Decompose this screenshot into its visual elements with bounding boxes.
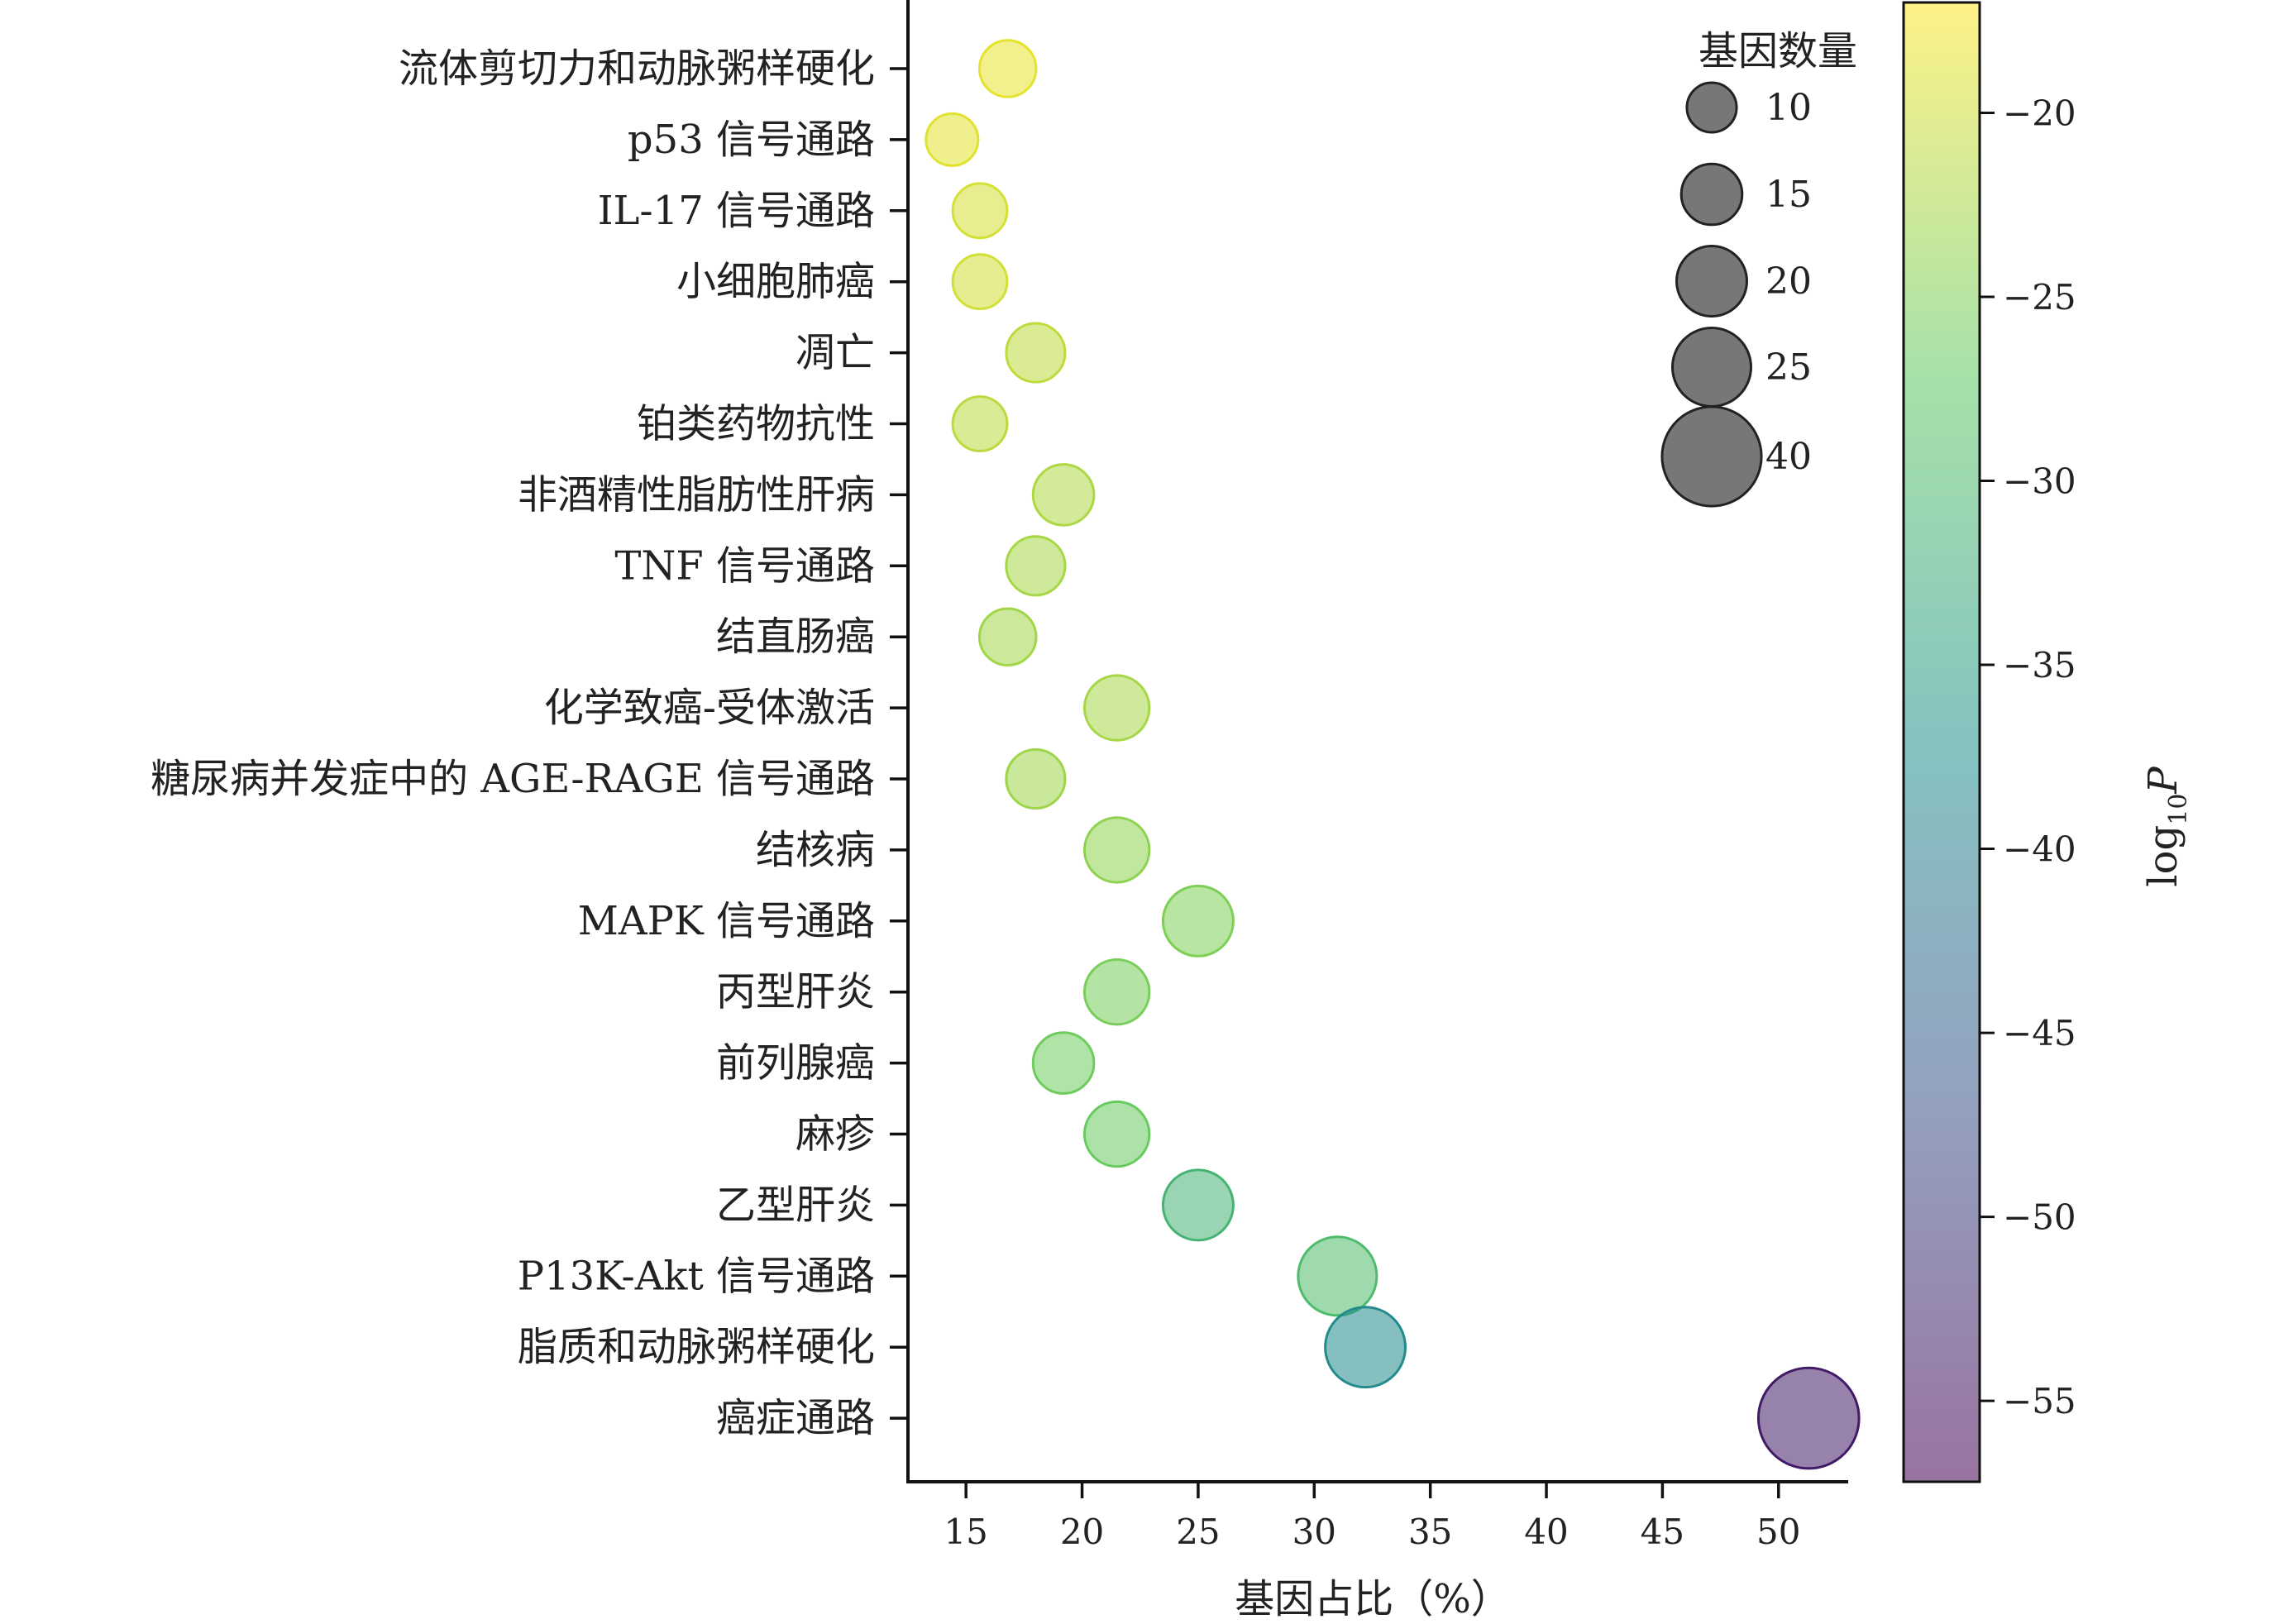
size-legend-marker xyxy=(1679,162,1744,227)
size-legend-label: 40 xyxy=(1765,436,1812,478)
y-tick-label: p53 信号通路 xyxy=(628,117,875,163)
bubble-point xyxy=(1031,1031,1096,1095)
y-tick-label: 麻疹 xyxy=(796,1111,875,1158)
x-tick-label: 45 xyxy=(1641,1512,1684,1552)
x-tick-label: 25 xyxy=(1176,1512,1220,1552)
y-tick-label: 脂质和动脉粥样硬化 xyxy=(518,1324,875,1370)
y-tick-label: P13K-Akt 信号通路 xyxy=(518,1253,875,1299)
y-tick-label: 糖尿病并发症中的 AGE-RAGE 信号通路 xyxy=(150,756,875,802)
size-legend-label: 15 xyxy=(1765,174,1812,216)
x-tick-label: 30 xyxy=(1292,1512,1336,1552)
colorbar-tick-label: −40 xyxy=(2003,829,2076,870)
colorbar-tick-label: −25 xyxy=(2003,277,2076,318)
bubble-point xyxy=(1082,674,1151,742)
y-tick-label: 铂类药物抗性 xyxy=(637,401,875,447)
bubble-point xyxy=(1005,535,1067,597)
colorbar-tick-label: −20 xyxy=(2003,93,2076,134)
colorbar-tick-label: −50 xyxy=(2003,1197,2076,1238)
data-points xyxy=(924,39,1861,1470)
x-tick-label: 35 xyxy=(1408,1512,1452,1552)
colorbar-title: log10P xyxy=(2140,767,2193,887)
y-tick-label: 结直肠癌 xyxy=(716,614,875,660)
y-tick-label: MAPK 信号通路 xyxy=(578,898,875,944)
y-tick-label: 前列腺癌 xyxy=(716,1040,875,1087)
size-legend-marker xyxy=(1675,245,1748,318)
y-tick-label: 非酒精性脂肪性肝病 xyxy=(518,471,875,518)
y-tick-label: IL-17 信号通路 xyxy=(598,188,875,234)
bubble-point xyxy=(1082,958,1151,1026)
y-tick-label: 丙型肝炎 xyxy=(716,969,875,1015)
bubble-point xyxy=(1082,816,1151,884)
bubble-point xyxy=(1005,748,1067,810)
y-tick-label: 化学致癌-受体激活 xyxy=(544,685,875,731)
size-legend-label: 10 xyxy=(1765,87,1812,129)
bubble-point xyxy=(1082,1100,1151,1168)
x-tick-label: 20 xyxy=(1060,1512,1104,1552)
bubble-point xyxy=(1756,1366,1861,1470)
colorbar-tick-label: −35 xyxy=(2003,645,2076,685)
colorbar: −20 −25 −30 −35 −40 −45 −50 −55 log10P xyxy=(1902,1,2193,1483)
y-tick-label: 癌症通路 xyxy=(716,1395,875,1441)
size-legend: 基因数量 10 15 20 25 40 xyxy=(1660,28,1857,508)
y-tick-label: 小细胞肺癌 xyxy=(676,259,875,305)
y-tick-label: 结核病 xyxy=(756,827,875,873)
y-tick-label: 乙型肝炎 xyxy=(716,1182,875,1228)
colorbar-tick-label: −30 xyxy=(2003,461,2076,502)
size-legend-label: 20 xyxy=(1765,260,1812,303)
x-tick-label: 40 xyxy=(1524,1512,1568,1552)
size-legend-marker xyxy=(1685,81,1738,134)
y-tick-label: 凋亡 xyxy=(796,330,875,376)
y-axis: 流体剪切力和动脉粥样硬化 p53 信号通路 IL-17 信号通路小细胞肺癌凋亡铂类药… xyxy=(150,0,910,1482)
size-legend-marker xyxy=(1671,327,1752,408)
bubble-point xyxy=(1161,884,1235,958)
bubble-point xyxy=(977,39,1038,98)
x-tick-label: 50 xyxy=(1756,1512,1800,1552)
size-legend-label: 25 xyxy=(1765,346,1812,389)
bubble-point xyxy=(951,395,1009,452)
bubble-point xyxy=(1324,1306,1407,1389)
bubble-point xyxy=(1005,322,1067,384)
x-axis: 15 20 25 30 35 40 45 50 xyxy=(906,1480,1848,1552)
x-axis-title: 基因占比（%） xyxy=(1235,1576,1511,1622)
size-legend-title: 基因数量 xyxy=(1698,28,1857,74)
y-tick-label: TNF 信号通路 xyxy=(614,542,875,589)
colorbar-tick-label: −55 xyxy=(2003,1381,2076,1421)
bubble-point xyxy=(1297,1235,1378,1317)
bubble-point xyxy=(1161,1168,1235,1242)
bubble-point xyxy=(951,253,1009,311)
y-tick-label: 流体剪切力和动脉粥样硬化 xyxy=(399,45,875,92)
x-tick-label: 15 xyxy=(944,1512,987,1552)
bubble-point xyxy=(951,182,1009,240)
bubble-point xyxy=(977,607,1038,666)
bubble-point xyxy=(924,112,980,167)
size-legend-marker xyxy=(1660,405,1763,508)
colorbar-gradient xyxy=(1902,1,1981,1483)
colorbar-tick-label: −45 xyxy=(2003,1013,2076,1053)
bubble-point xyxy=(1031,463,1096,527)
